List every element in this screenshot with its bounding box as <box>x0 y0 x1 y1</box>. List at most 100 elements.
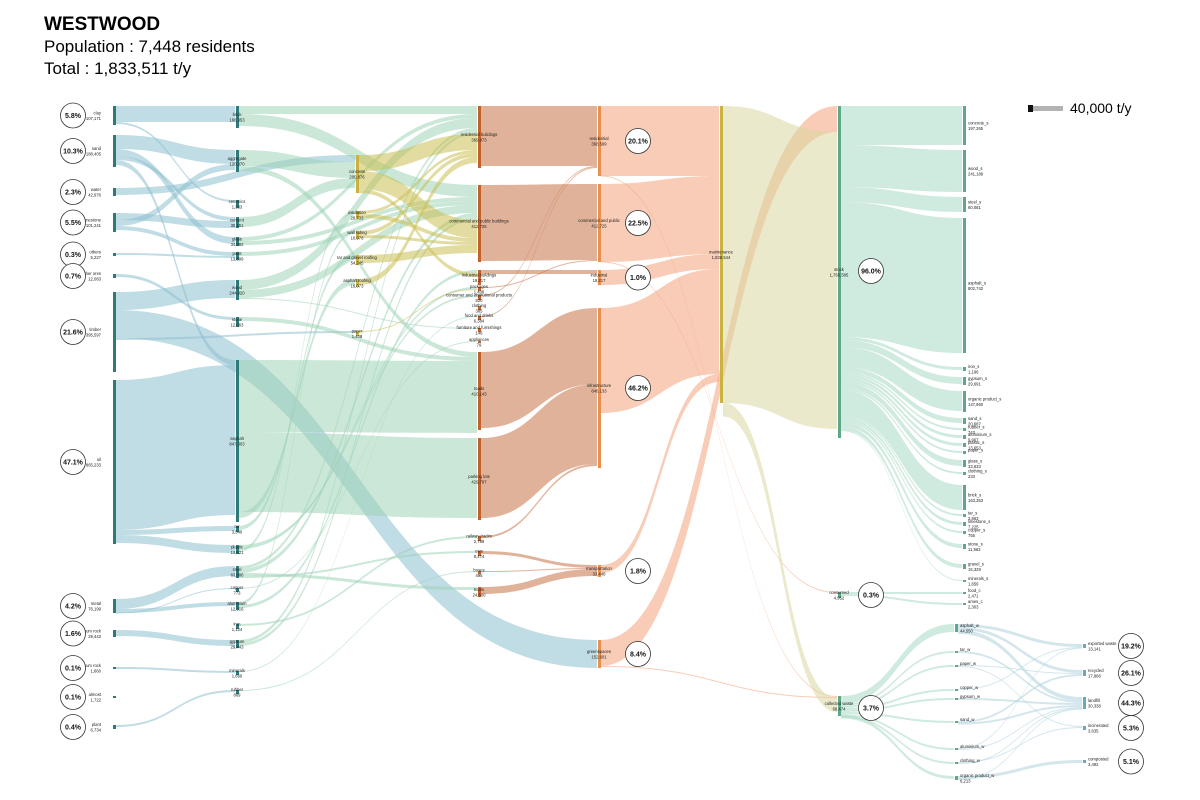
node-landfill <box>1083 697 1086 709</box>
node-commercial <box>598 184 601 262</box>
node-value-timber: 395,597 <box>86 333 102 338</box>
flow-link-gypsum_m-res_build <box>239 131 477 643</box>
node-value-concrete: 200,876 <box>349 175 365 180</box>
flow-link-copper_w-exported <box>958 647 1082 690</box>
flow-link-gypsum_raw-minerals <box>116 667 235 673</box>
flow-link-oil-asphalt <box>116 365 235 530</box>
node-value-wood: 244,920 <box>229 291 245 296</box>
pct-label-plant: 0.4% <box>65 725 82 732</box>
node-value-parking: 429,797 <box>471 480 487 485</box>
node-label-gypsum_raw: gypsum rock <box>77 663 102 668</box>
node-value-tar_s: 3,863 <box>968 516 979 521</box>
node-label-sand_w: sand_w <box>960 717 975 722</box>
flow-link-paper_w-incinerated <box>958 666 1082 727</box>
node-label-railway: railway tracks <box>466 534 491 539</box>
flow-link-com_build-commercial <box>481 184 597 261</box>
node-tar_gravel <box>356 255 359 265</box>
flow-link-wall_siding-res_build <box>359 153 477 235</box>
node-ames_c <box>963 603 966 605</box>
node-insulation <box>356 211 359 219</box>
node-glass <box>236 237 239 246</box>
node-value-glass_s: 33,633 <box>968 464 981 469</box>
flow-link-concrete-res_build <box>359 134 477 171</box>
node-label-exported: exported waste <box>1088 641 1117 646</box>
node-label-wood_s: wood_s <box>968 166 982 171</box>
flow-link-green-collected <box>601 666 837 698</box>
node-label-gypsum_s: gypsum_s <box>968 376 987 381</box>
node-label-commercial: commercial and public <box>578 218 620 223</box>
node-label-packages: packages <box>470 284 488 289</box>
node-label-paper: paper <box>352 329 363 334</box>
node-appliances <box>478 341 481 343</box>
flow-link-clothing_w-incinerated <box>958 727 1082 763</box>
node-exported <box>1083 644 1086 648</box>
pct-label-industrial: 1.0% <box>630 275 647 282</box>
node-label-wood: wood <box>232 285 243 290</box>
pct-bubble-green <box>625 641 651 667</box>
node-trains <box>478 587 481 597</box>
node-residential <box>598 106 601 176</box>
flow-link-limestone-paint <box>116 226 235 256</box>
node-label-copper_w: copper_w <box>960 685 979 690</box>
node-label-asphalt_w: asphalt_w <box>960 623 980 628</box>
node-value-other_ores: 12,083 <box>88 277 101 282</box>
node-asphalt_roof <box>356 279 359 287</box>
percentage-bubbles: 5.8% 10.3% 2.3% 5.5% 0.3% 0.7% 21.6% 47.1% 4.2% 1… <box>60 102 1144 775</box>
node-label-brick_s: brick_s <box>968 493 981 498</box>
flow-link-aluminium-ind_build <box>239 270 477 608</box>
flow-link-asphalt_w-exported <box>958 624 1082 647</box>
node-label-industrial: industrial <box>591 273 608 278</box>
node-almost <box>113 696 116 698</box>
node-value-green: 152,601 <box>591 655 607 660</box>
node-roads <box>478 352 481 430</box>
flow-link-organic_w-landfill <box>958 708 1082 780</box>
node-label-com_build: commercial and public buildings <box>449 219 508 224</box>
node-plant <box>113 725 116 729</box>
node-packages <box>478 287 481 291</box>
node-label-alu_s: aluminium_s <box>968 432 992 437</box>
node-transportation <box>598 565 601 577</box>
flow-link-iron-railway <box>239 536 477 626</box>
node-value-stone_s: 11,963 <box>968 547 981 552</box>
node-gypsum <box>113 630 116 637</box>
node-brick_s <box>963 485 966 510</box>
pct-label-others: 0.3% <box>65 252 82 259</box>
node-sand_s <box>963 418 966 424</box>
pct-bubble-other_ores <box>60 263 86 289</box>
node-concrete_s <box>963 106 966 145</box>
pct-bubble-commercial <box>625 210 651 236</box>
flow-link-sand-asphalt <box>116 160 235 365</box>
node-others <box>113 253 116 256</box>
node-label-tar_gravel: tar and gravel roofing <box>337 255 377 260</box>
node-label-stone_s: stone_s <box>968 542 983 547</box>
flow-link-residential-collected <box>601 175 837 697</box>
flow-link-steel-com_build <box>239 213 477 573</box>
flow-link-asphalt-asphalt_roof <box>239 279 355 518</box>
node-value-asphalt_s: 802,742 <box>968 286 984 291</box>
pct-label-exported: 19.2% <box>1121 644 1142 651</box>
node-consumer <box>478 295 481 300</box>
pct-bubble-composted <box>1118 748 1144 775</box>
node-value-rubber: 869 <box>234 693 242 698</box>
node-label-appliances: appliances <box>469 337 489 342</box>
node-label-collected: collected waste <box>825 701 854 706</box>
node-label-infrastructure: infrastructure <box>587 383 612 388</box>
flow-link-aggregate-concrete <box>239 150 355 178</box>
node-value-food_c: 2,471 <box>968 594 979 599</box>
node-value-copper_s: 755 <box>968 533 976 538</box>
flow-link-steel-res_build <box>239 128 477 569</box>
node-plastic <box>236 545 239 554</box>
node-value-asphalt_w: 44,550 <box>960 629 973 634</box>
node-value-stock: 1,760,585 <box>830 273 849 278</box>
node-copper_s <box>963 531 966 534</box>
node-value-oil: 865,233 <box>86 463 102 468</box>
node-paint <box>236 252 239 260</box>
flow-link-others-paint <box>116 253 235 258</box>
node-label-timber: timber <box>89 327 101 332</box>
flow-link-stock-wood_s <box>841 145 962 192</box>
flow-link-stock-minerals_s <box>841 430 962 581</box>
scale-bar-icon <box>1028 105 1033 112</box>
node-label-iron_s: iron_s <box>968 364 979 369</box>
node-label-gravel_s: gravel_s <box>968 562 984 567</box>
node-value-clothing: 385 <box>476 309 484 314</box>
